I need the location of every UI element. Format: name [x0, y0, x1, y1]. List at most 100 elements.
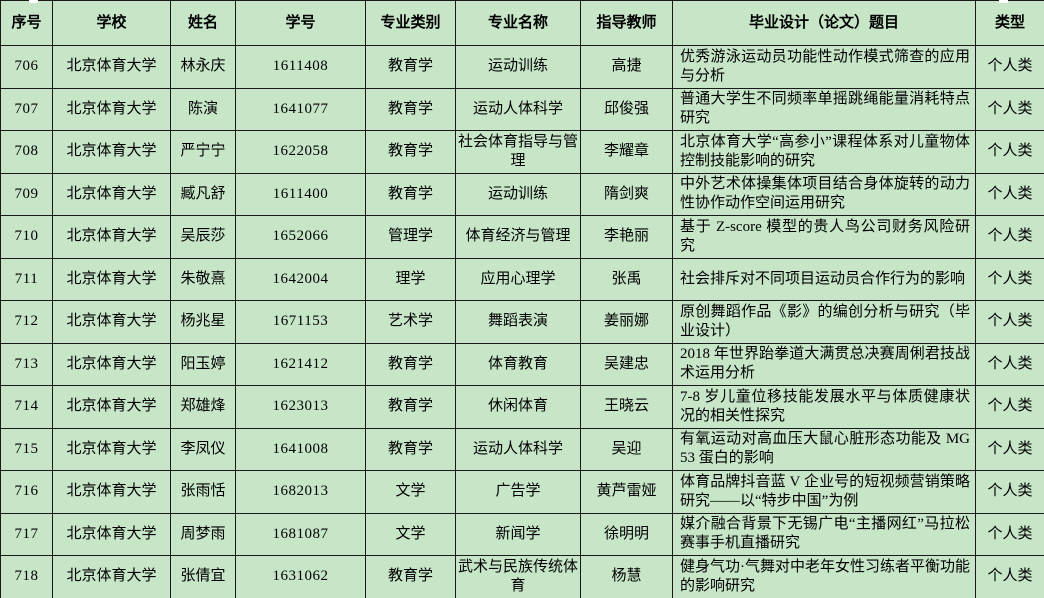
cell-advisor[interactable]: 高捷 [580, 45, 673, 89]
cell-title[interactable]: 基于 Z-score 模型的贵人鸟公司财务风险研究 [672, 215, 976, 259]
cell-major[interactable]: 舞蹈表演 [455, 300, 581, 344]
cell-major[interactable]: 社会体育指导与管理 [455, 130, 581, 174]
cell-name[interactable]: 朱敬熹 [170, 257, 236, 301]
cell-title[interactable]: 2018 年世界跆拳道大满贯总决赛周俐君技战术运用分析 [672, 342, 976, 386]
cell-title[interactable]: 普通大学生不同频率单摇跳绳能量消耗特点研究 [672, 87, 976, 131]
cell-school[interactable]: 北京体育大学 [52, 555, 171, 598]
cell-major[interactable]: 应用心理学 [455, 257, 581, 301]
cell-school[interactable]: 北京体育大学 [52, 512, 171, 556]
cell-school[interactable]: 北京体育大学 [52, 257, 171, 301]
cell-sid[interactable]: 1611408 [235, 45, 366, 89]
cell-title[interactable]: 7-8 岁儿童位移技能发展水平与体质健康状况的相关性探究 [672, 385, 976, 429]
cell-type[interactable]: 个人类 [975, 342, 1044, 386]
cell-type[interactable]: 个人类 [975, 555, 1044, 598]
cell-category[interactable]: 教育学 [365, 130, 456, 174]
column-header-advisor[interactable]: 指导教师 [580, 0, 673, 46]
cell-major[interactable]: 武术与民族传统体育 [455, 555, 581, 598]
cell-major[interactable]: 体育教育 [455, 342, 581, 386]
cell-sid[interactable]: 1621412 [235, 342, 366, 386]
cell-name[interactable]: 阳玉婷 [170, 342, 236, 386]
cell-sid[interactable]: 1682013 [235, 470, 366, 514]
cell-no[interactable]: 706 [0, 45, 53, 89]
cell-advisor[interactable]: 张禹 [580, 257, 673, 301]
cell-no[interactable]: 718 [0, 555, 53, 598]
column-header-name[interactable]: 姓名 [170, 0, 236, 46]
cell-sid[interactable]: 1681087 [235, 512, 366, 556]
cell-sid[interactable]: 1671153 [235, 300, 366, 344]
cell-major[interactable]: 运动人体科学 [455, 427, 581, 471]
cell-name[interactable]: 臧凡舒 [170, 172, 236, 216]
cell-school[interactable]: 北京体育大学 [52, 342, 171, 386]
cell-title[interactable]: 北京体育大学“高参小”课程体系对儿童物体控制技能影响的研究 [672, 130, 976, 174]
cell-sid[interactable]: 1622058 [235, 130, 366, 174]
cell-no[interactable]: 708 [0, 130, 53, 174]
cell-category[interactable]: 教育学 [365, 342, 456, 386]
cell-category[interactable]: 文学 [365, 512, 456, 556]
cell-advisor[interactable]: 杨慧 [580, 555, 673, 598]
cell-advisor[interactable]: 吴建忠 [580, 342, 673, 386]
cell-sid[interactable]: 1641077 [235, 87, 366, 131]
cell-type[interactable]: 个人类 [975, 470, 1044, 514]
cell-advisor[interactable]: 姜丽娜 [580, 300, 673, 344]
cell-title[interactable]: 有氧运动对高血压大鼠心脏形态功能及 MG53 蛋白的影响 [672, 427, 976, 471]
cell-type[interactable]: 个人类 [975, 300, 1044, 344]
cell-name[interactable]: 周梦雨 [170, 512, 236, 556]
cell-type[interactable]: 个人类 [975, 512, 1044, 556]
cell-category[interactable]: 艺术学 [365, 300, 456, 344]
cell-name[interactable]: 严宁宁 [170, 130, 236, 174]
cell-advisor[interactable]: 邱俊强 [580, 87, 673, 131]
cell-category[interactable]: 教育学 [365, 45, 456, 89]
cell-sid[interactable]: 1631062 [235, 555, 366, 598]
cell-category[interactable]: 教育学 [365, 427, 456, 471]
cell-no[interactable]: 712 [0, 300, 53, 344]
column-header-sid[interactable]: 学号 [235, 0, 366, 46]
cell-category[interactable]: 教育学 [365, 87, 456, 131]
cell-school[interactable]: 北京体育大学 [52, 215, 171, 259]
cell-name[interactable]: 张雨恬 [170, 470, 236, 514]
column-header-title[interactable]: 毕业设计（论文）题目 [672, 0, 976, 46]
cell-school[interactable]: 北京体育大学 [52, 427, 171, 471]
cell-name[interactable]: 郑雄烽 [170, 385, 236, 429]
cell-name[interactable]: 杨兆星 [170, 300, 236, 344]
cell-no[interactable]: 711 [0, 257, 53, 301]
cell-no[interactable]: 716 [0, 470, 53, 514]
cell-category[interactable]: 管理学 [365, 215, 456, 259]
cell-name[interactable]: 陈演 [170, 87, 236, 131]
cell-type[interactable]: 个人类 [975, 215, 1044, 259]
cell-title[interactable]: 健身气功·气舞对中老年女性习练者平衡功能的影响研究 [672, 555, 976, 598]
cell-type[interactable]: 个人类 [975, 385, 1044, 429]
cell-no[interactable]: 717 [0, 512, 53, 556]
cell-no[interactable]: 715 [0, 427, 53, 471]
cell-title[interactable]: 社会排斥对不同项目运动员合作行为的影响 [672, 257, 976, 301]
cell-school[interactable]: 北京体育大学 [52, 87, 171, 131]
cell-major[interactable]: 运动训练 [455, 172, 581, 216]
cell-no[interactable]: 707 [0, 87, 53, 131]
cell-major[interactable]: 新闻学 [455, 512, 581, 556]
cell-no[interactable]: 709 [0, 172, 53, 216]
cell-school[interactable]: 北京体育大学 [52, 470, 171, 514]
cell-advisor[interactable]: 徐明明 [580, 512, 673, 556]
cell-major[interactable]: 运动训练 [455, 45, 581, 89]
cell-no[interactable]: 713 [0, 342, 53, 386]
cell-no[interactable]: 710 [0, 215, 53, 259]
cell-sid[interactable]: 1611400 [235, 172, 366, 216]
cell-category[interactable]: 文学 [365, 470, 456, 514]
cell-category[interactable]: 教育学 [365, 385, 456, 429]
cell-advisor[interactable]: 吴迎 [580, 427, 673, 471]
cell-advisor[interactable]: 李耀章 [580, 130, 673, 174]
cell-school[interactable]: 北京体育大学 [52, 300, 171, 344]
column-header-type[interactable]: 类型 [975, 0, 1044, 46]
cell-major[interactable]: 运动人体科学 [455, 87, 581, 131]
cell-title[interactable]: 媒介融合背景下无锡广电“主播网红”马拉松赛事手机直播研究 [672, 512, 976, 556]
cell-school[interactable]: 北京体育大学 [52, 172, 171, 216]
cell-title[interactable]: 原创舞蹈作品《影》的编创分析与研究（毕业设计） [672, 300, 976, 344]
cell-type[interactable]: 个人类 [975, 427, 1044, 471]
cell-school[interactable]: 北京体育大学 [52, 385, 171, 429]
cell-title[interactable]: 中外艺术体操集体项目结合身体旋转的动力性协作动作空间运用研究 [672, 172, 976, 216]
cell-sid[interactable]: 1642004 [235, 257, 366, 301]
cell-category[interactable]: 教育学 [365, 172, 456, 216]
column-header-major[interactable]: 专业名称 [455, 0, 581, 46]
column-header-no[interactable]: 序号 [0, 0, 53, 46]
cell-category[interactable]: 理学 [365, 257, 456, 301]
cell-major[interactable]: 广告学 [455, 470, 581, 514]
